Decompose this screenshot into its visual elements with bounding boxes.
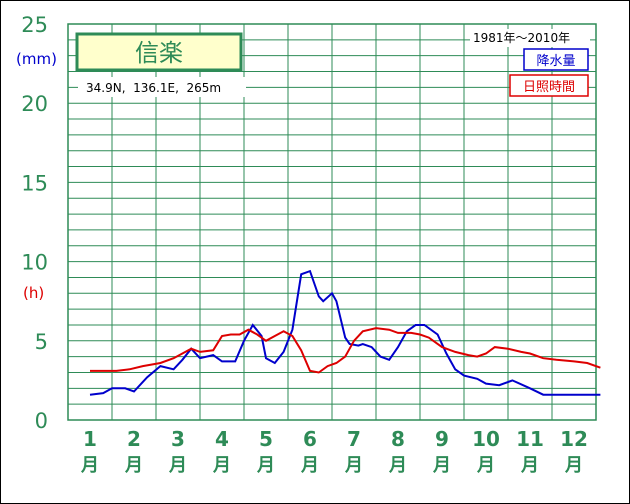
legend-precip-label: 降水量: [536, 54, 575, 69]
x-tick-label: 7: [347, 427, 361, 451]
x-tick-unit: 月: [432, 455, 451, 476]
x-tick-label: 4: [215, 427, 229, 451]
period-label: 1981年〜2010年: [473, 31, 570, 45]
y-tick-label: 0: [35, 409, 48, 433]
x-tick-unit: 月: [344, 455, 363, 476]
legend-precip-box: [523, 48, 589, 71]
station-location: 34.9N, 136.1E, 265m: [86, 81, 221, 95]
legend-sunshine-box: [509, 74, 589, 97]
x-tick-label: 5: [259, 427, 273, 451]
chart-title: 信楽: [135, 39, 183, 67]
x-tick-unit: 月: [476, 455, 495, 476]
y-unit-sunshine: (h): [23, 284, 44, 302]
x-tick-label: 9: [435, 427, 449, 451]
series-sunshine-line: [90, 327, 601, 374]
x-tick-unit: 月: [520, 455, 539, 476]
x-tick-unit: 月: [256, 455, 275, 476]
x-tick-label: 8: [391, 427, 405, 451]
x-tick-unit: 月: [212, 455, 231, 476]
x-tick-label: 10: [472, 427, 500, 451]
x-axis-labels: 1 月 2 月 3 月 4 月 5 月 6 月 7 月 8 月 9 月 10 月 11 月 12 月: [80, 427, 588, 476]
y-tick-label: 10: [21, 251, 48, 275]
y-tick-label: 15: [21, 171, 48, 195]
legend: 降水量 日照時間: [509, 48, 589, 97]
x-tick-label: 12: [560, 427, 588, 451]
title-box: 信楽: [75, 32, 243, 72]
x-tick-label: 1: [83, 427, 97, 451]
x-tick-unit: 月: [80, 455, 99, 476]
legend-sunshine-label: 日照時間: [523, 80, 575, 95]
y-tick-label: 25: [21, 13, 48, 37]
y-tick-label: 5: [35, 330, 48, 354]
x-tick-unit: 月: [168, 455, 187, 476]
x-tick-label: 3: [171, 427, 185, 451]
period-bg: [470, 29, 590, 47]
y-axis-ticks: 0 5 10 15 20 25: [21, 13, 48, 433]
x-tick-label: 2: [127, 427, 141, 451]
x-tick-unit: 月: [300, 455, 319, 476]
series-precip-line: [89, 269, 601, 396]
plot-border: [67, 23, 597, 421]
y-tick-label: 20: [21, 92, 48, 116]
y-unit-precip: (mm): [16, 50, 57, 68]
x-tick-unit: 月: [564, 455, 583, 476]
x-tick-unit: 月: [388, 455, 407, 476]
x-tick-label: 11: [516, 427, 544, 451]
location-bg: [78, 77, 246, 97]
x-tick-unit: 月: [124, 455, 143, 476]
x-tick-label: 6: [303, 427, 317, 451]
